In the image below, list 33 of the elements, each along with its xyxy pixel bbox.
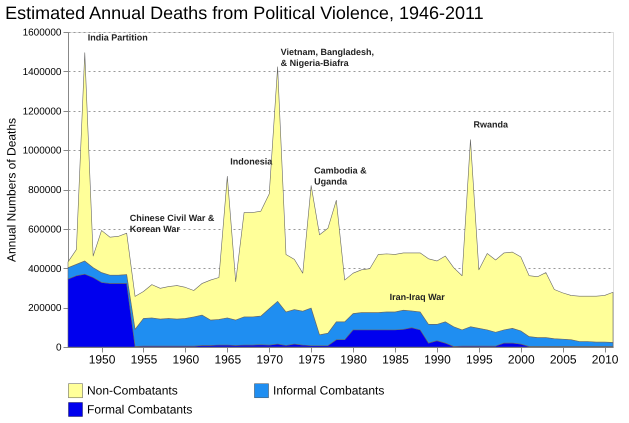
chart-title: Estimated Annual Deaths from Political Violence, 1946-2011 xyxy=(5,3,484,23)
x-tick-label: 1950 xyxy=(88,352,116,366)
y-tick-label: 200000 xyxy=(28,303,62,314)
x-tick-label: 1985 xyxy=(382,352,410,366)
legend-label: Informal Combatants xyxy=(273,384,384,398)
x-tick-label: 2010 xyxy=(592,352,619,366)
annotation: India Partition xyxy=(88,32,148,43)
y-tick-label: 1600000 xyxy=(22,28,62,38)
annotation: Chinese Civil War & Korean War xyxy=(130,213,215,234)
annotation: Rwanda xyxy=(473,120,509,130)
y-tick-label: 1200000 xyxy=(22,106,62,118)
x-tick-label: 2000 xyxy=(508,352,535,366)
legend-label: Non-Combatants xyxy=(87,384,178,398)
annotation: Vietnam, Bangladesh, & Nigeria-Biafra xyxy=(280,46,374,68)
x-tick-label: 1960 xyxy=(172,352,200,366)
x-tick-label: 1955 xyxy=(130,352,158,366)
y-tick-label: 0 xyxy=(56,342,62,354)
y-tick-label: 800000 xyxy=(28,185,62,196)
y-axis-title: Annual Numbers of Deaths xyxy=(4,118,19,262)
x-tick-label: 1980 xyxy=(340,352,368,366)
y-tick-label: 600000 xyxy=(28,224,62,236)
x-tick-label: 1975 xyxy=(298,352,326,366)
y-tick-label: 400000 xyxy=(28,264,62,275)
annotation: Iran-Iraq War xyxy=(390,292,446,302)
x-tick-label: 1995 xyxy=(466,352,494,366)
x-tick-label: 2005 xyxy=(550,352,577,366)
x-tick-label: 1965 xyxy=(214,352,242,366)
x-tick-label: 1970 xyxy=(256,352,284,366)
x-tick-label: 1990 xyxy=(424,352,452,366)
y-tick-label: 1400000 xyxy=(22,66,62,78)
legend-label: Formal Combatants xyxy=(87,402,192,416)
annotation: Cambodia & Uganda xyxy=(314,166,368,187)
y-tick-label: 1000000 xyxy=(22,146,62,157)
